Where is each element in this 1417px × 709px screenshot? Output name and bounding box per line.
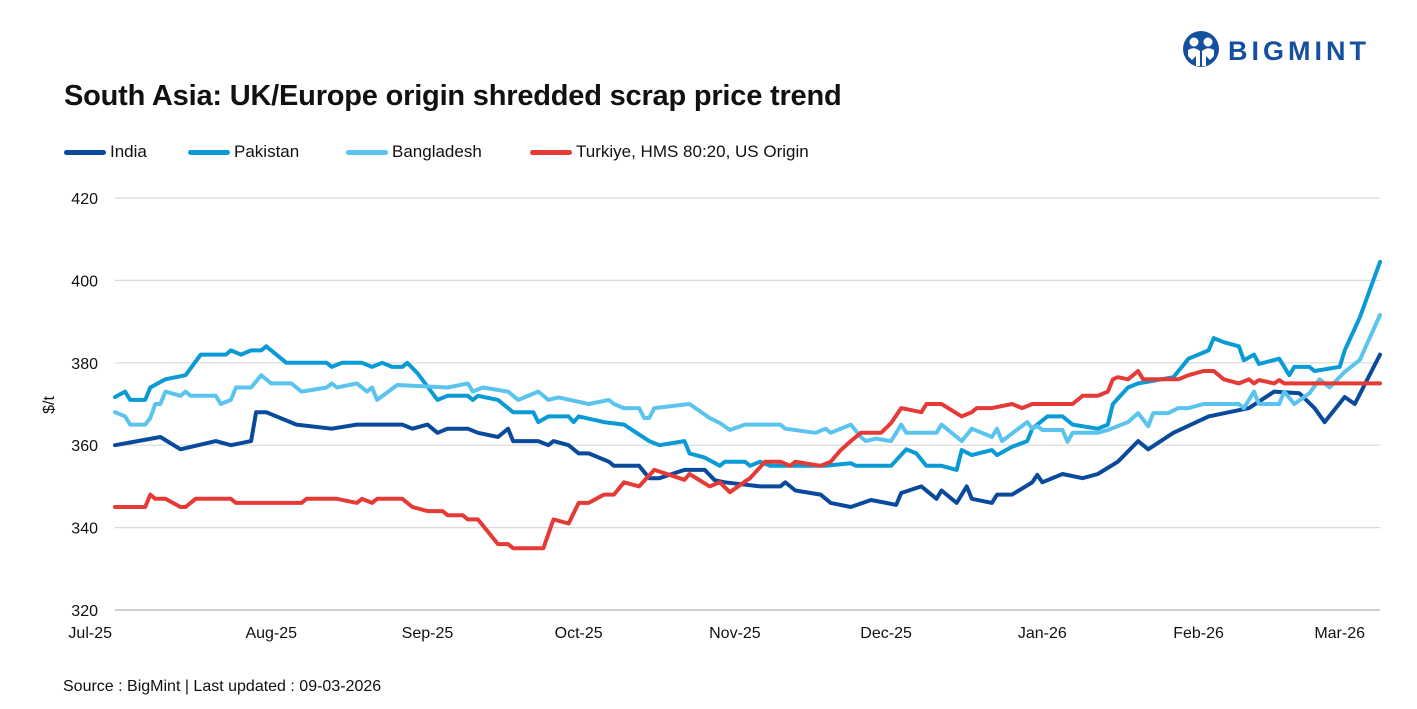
- legend-swatch: [188, 149, 230, 155]
- series-line-india: [113, 352, 1382, 509]
- y-tick-label: 420: [71, 191, 98, 208]
- y-tick-label: 400: [71, 273, 98, 290]
- source-note: Source : BigMint | Last updated : 09-03-…: [63, 678, 382, 695]
- legend-item-bangladesh: Bangladesh: [346, 142, 482, 162]
- legend-label: India: [110, 142, 147, 161]
- x-tick-label: Oct-25: [555, 625, 603, 642]
- x-tick-label: Feb-26: [1173, 625, 1224, 642]
- logo-text: BIGMINT: [1228, 35, 1370, 66]
- legend-label: Turkiye, HMS 80:20, US Origin: [576, 142, 809, 161]
- legend-swatch: [64, 149, 106, 155]
- x-tick-label: Mar-26: [1314, 625, 1365, 642]
- legend-swatch: [346, 149, 388, 155]
- chart-title: South Asia: UK/Europe origin shredded sc…: [64, 80, 842, 112]
- y-tick-label: 380: [71, 356, 98, 373]
- y-tick-label: 320: [71, 603, 98, 620]
- series-line-bangladesh: [113, 313, 1382, 444]
- x-tick-label: Jan-26: [1018, 625, 1067, 642]
- series-line-turkiye: [113, 369, 1382, 551]
- x-tick-label: Dec-25: [860, 625, 912, 642]
- y-tick-label: 360: [71, 438, 98, 455]
- y-tick-label: 340: [71, 521, 98, 538]
- x-tick-label: Sep-25: [402, 625, 454, 642]
- series-line-pakistan: [113, 259, 1382, 472]
- legend-item-turkiye: Turkiye, HMS 80:20, US Origin: [530, 142, 809, 162]
- x-tick-label: Jul-25: [68, 625, 112, 642]
- legend-item-pakistan: Pakistan: [188, 142, 299, 162]
- y-axis-label: $/t: [41, 396, 58, 414]
- x-tick-label: Nov-25: [709, 625, 761, 642]
- x-tick-label: Aug-25: [245, 625, 297, 642]
- logo-people-icon: [1183, 31, 1219, 67]
- legend-item-india: India: [64, 142, 147, 162]
- legend-label: Bangladesh: [392, 142, 482, 161]
- legend-swatch: [530, 149, 572, 155]
- legend-label: Pakistan: [234, 142, 300, 161]
- bigmint-logo: BIGMINT: [1180, 30, 1370, 72]
